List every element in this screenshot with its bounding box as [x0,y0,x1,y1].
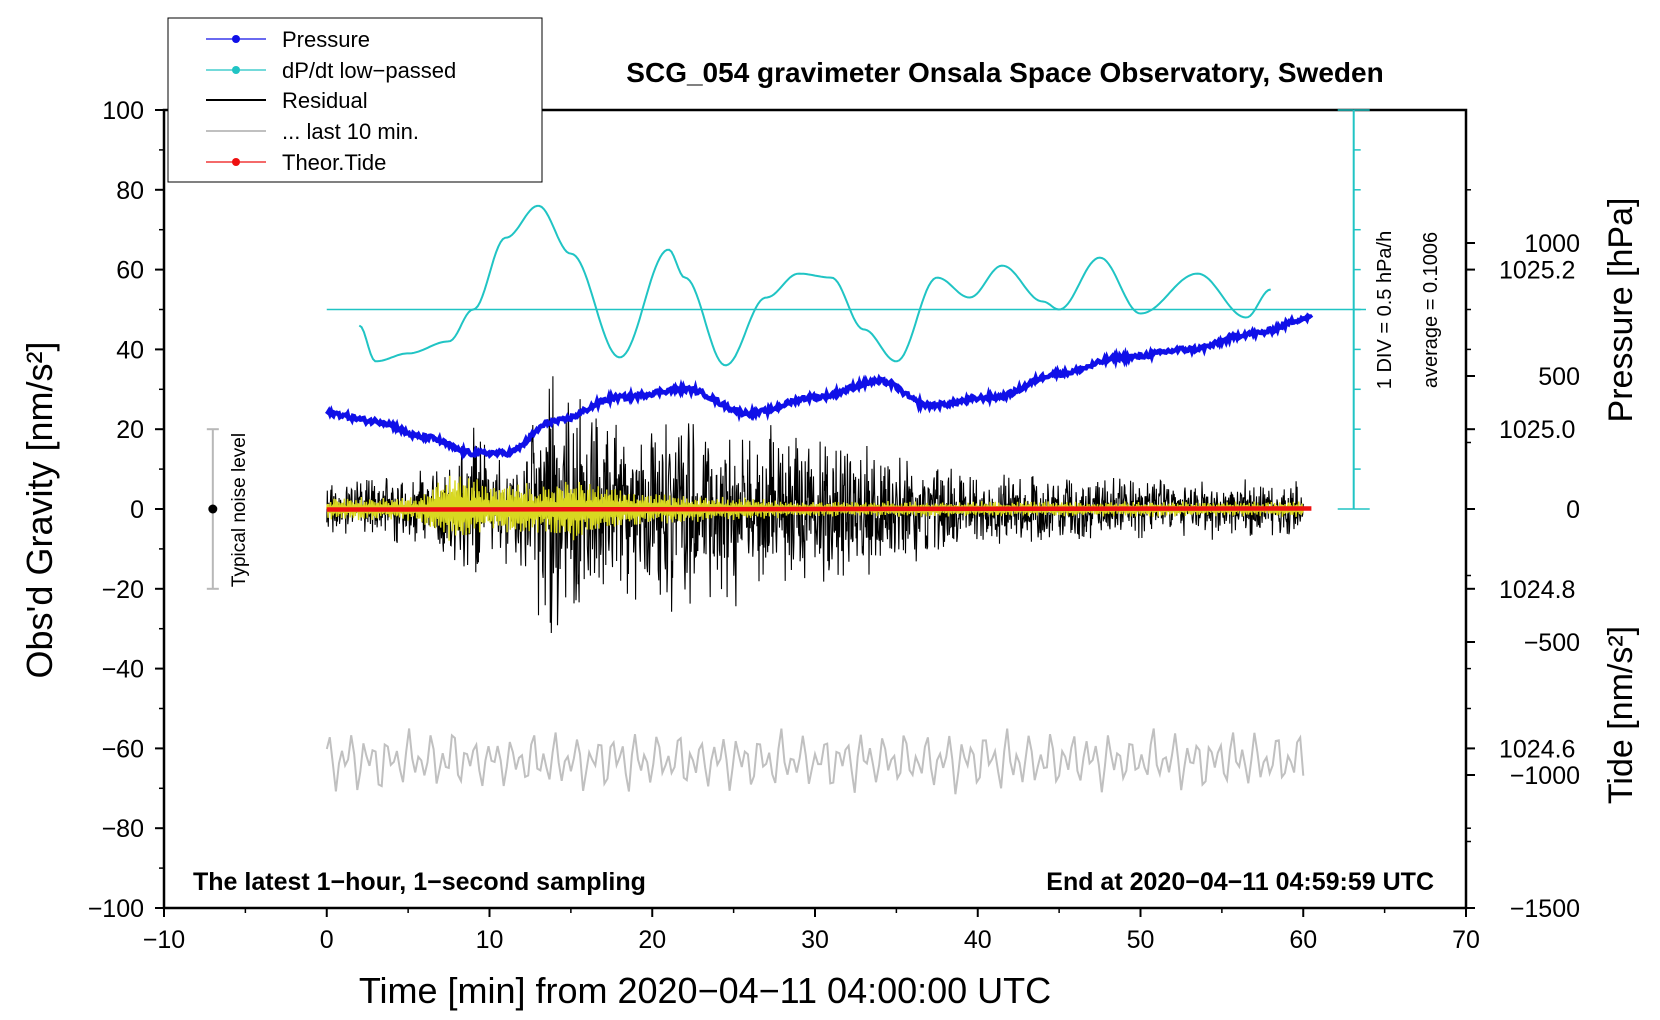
x-tick-label: 40 [964,926,992,954]
x-tick-label: 30 [801,926,829,954]
x-tick-label: 60 [1289,926,1317,954]
pressure-tick-label: 1025.2 [1499,257,1575,285]
div-scale-bar [1337,109,1370,510]
y-tick-label: −40 [102,656,144,684]
x-tick-label: 70 [1452,926,1480,954]
noise-label: Typical noise level [229,433,250,587]
left-axis: 100 80 60 40 20 0 −20 −40 −60 −80 −100 [88,97,164,923]
x-tick-label: 0 [320,926,334,954]
tide-axis: 1000 500 0 −500 −1000 −1500 [1466,230,1580,923]
pressure-line [325,312,1314,461]
legend-label: Theor.Tide [282,150,386,175]
pressure-axis-label: Pressure [hPa] [1602,198,1640,423]
noise-bar-center [208,504,218,514]
y-tick-label: 20 [116,416,144,444]
chart-title: SCG_054 gravimeter Onsala Space Observat… [626,57,1383,88]
legend-entry-dpdt: dP/dt low−passed [206,58,456,83]
legend-marker [232,158,240,166]
footer-left: The latest 1−hour, 1−second sampling [193,868,646,896]
legend-entry-pressure: Pressure [206,27,370,52]
pressure-axis: 1025.2 1025.0 1024.8 1024.6 [1466,189,1575,829]
dpdt-line [358,204,1271,367]
y-tick-label: 40 [116,336,144,364]
y-tick-label: 80 [116,177,144,205]
y-tick-label: −80 [102,815,144,843]
last-10-min-line [325,728,1305,795]
footer-right: End at 2020−04−11 04:59:59 UTC [1046,868,1434,896]
tide-tick-label: −1000 [1510,762,1580,790]
x-tick-label: 10 [476,926,504,954]
pressure-tick-label: 1024.8 [1499,576,1575,604]
legend-label: Residual [282,88,368,113]
y-tick-label: 60 [116,257,144,285]
pressure-tick-label: 1024.6 [1499,735,1575,763]
y-tick-label: 0 [130,496,144,524]
noise-level-bar [206,428,219,590]
pressure-tick-label: 1025.0 [1499,416,1575,444]
x-axis: −10 0 10 20 30 40 50 60 70 [143,908,1480,954]
y-tick-label: 100 [102,97,144,125]
tide-tick-label: −500 [1524,629,1580,657]
x-axis-label: Time [min] from 2020−04−11 04:00:00 UTC [359,970,1051,1011]
tide-tick-label: 500 [1538,363,1580,391]
legend-marker [232,66,240,74]
series-layer [325,204,1366,795]
legend-entry-residual: Residual [206,88,368,113]
y-tick-label: −60 [102,735,144,763]
legend-label: ... last 10 min. [282,119,419,144]
tide-tick-label: −1500 [1510,895,1580,923]
tide-tick-label: 0 [1566,496,1580,524]
y-axis-label: Obs'd Gravity [nm/s²] [19,342,60,679]
x-tick-label: 20 [638,926,666,954]
div-label: 1 DIV = 0.5 hPa/h [1374,231,1396,389]
legend-marker [232,35,240,43]
legend-label: dP/dt low−passed [282,58,456,83]
tide-axis-label: Tide [nm/s²] [1602,626,1640,804]
x-tick-label: −10 [143,926,185,954]
legend-entry-tide: Theor.Tide [206,150,386,175]
tide-tick-label: 1000 [1524,230,1580,258]
y-tick-label: −100 [88,895,144,923]
legend: Pressure dP/dt low−passed Residual ... l… [167,17,543,183]
tide-line [326,506,1312,512]
legend-label: Pressure [282,27,370,52]
legend-entry-last10: ... last 10 min. [206,119,419,144]
y-tick-label: −20 [102,576,144,604]
x-tick-label: 50 [1127,926,1155,954]
average-label: average = 0.1006 [1420,232,1442,388]
